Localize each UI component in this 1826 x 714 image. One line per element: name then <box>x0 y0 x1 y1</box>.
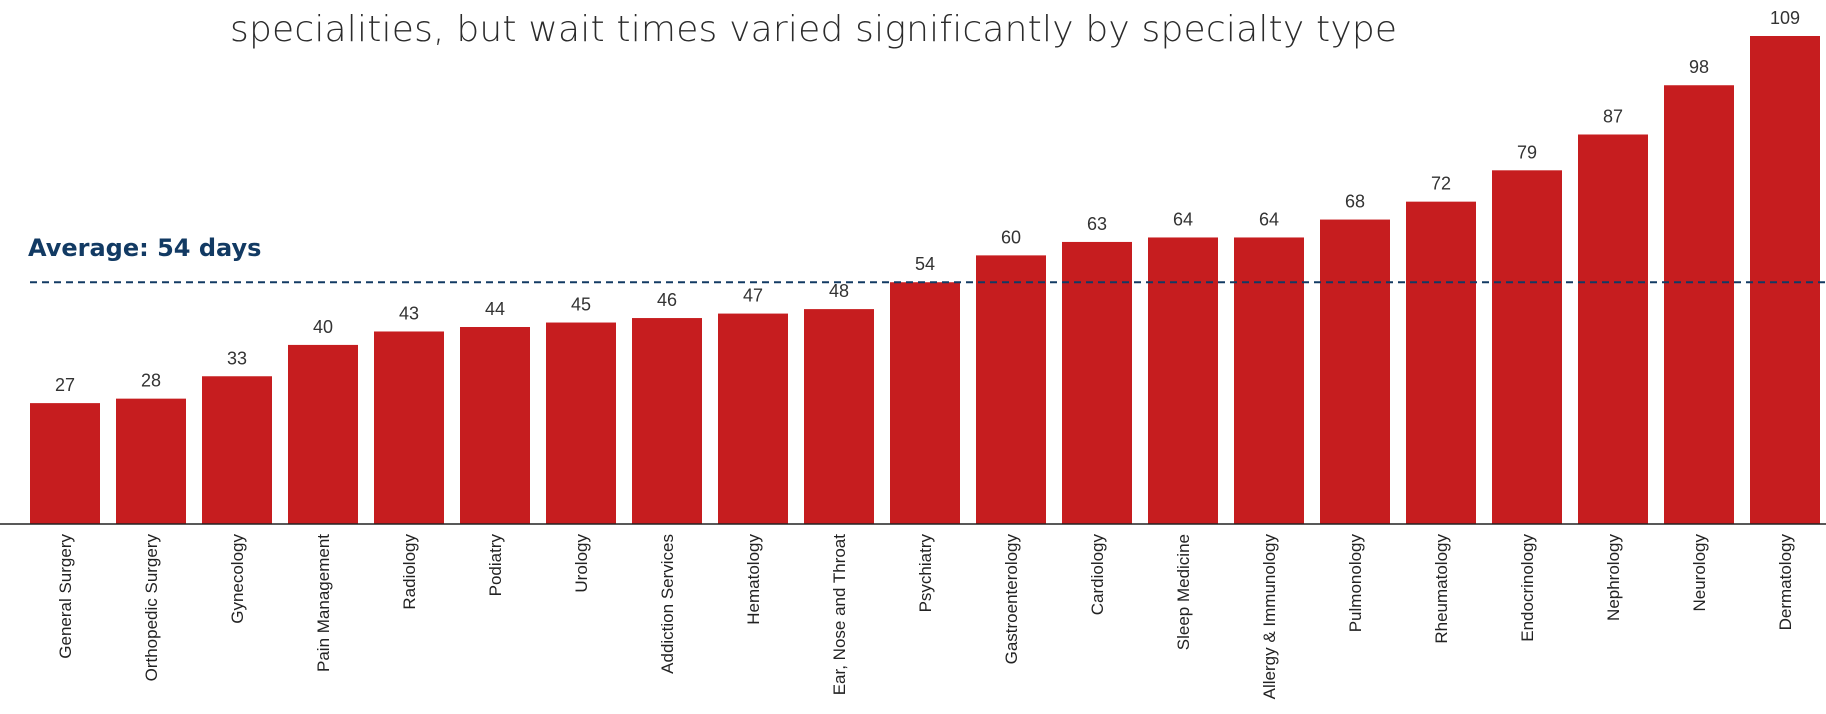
category-tick-label: Gynecology <box>228 534 247 624</box>
bar-value-label: 60 <box>1001 227 1021 247</box>
bar <box>1750 36 1820 524</box>
bar-value-label: 68 <box>1345 192 1365 212</box>
bar <box>632 318 702 524</box>
bar <box>1578 134 1648 524</box>
category-tick-label: Neurology <box>1690 534 1709 612</box>
bar-value-label: 109 <box>1770 8 1800 28</box>
bar-value-label: 33 <box>227 348 247 368</box>
category-tick-label: Ear, Nose and Throat <box>830 534 849 696</box>
bar <box>976 255 1046 524</box>
category-tick-label: Radiology <box>400 534 419 610</box>
bar <box>546 323 616 524</box>
bar <box>804 309 874 524</box>
category-tick-label: Gastroenterology <box>1002 534 1021 665</box>
category-tick-label: Podiatry <box>486 534 505 597</box>
bar-value-label: 79 <box>1517 142 1537 162</box>
category-tick-label: Rheumatology <box>1432 534 1451 644</box>
category-tick-label: Urology <box>572 534 591 593</box>
category-tick-label: Allergy & Immunology <box>1260 534 1279 700</box>
bar-value-label: 47 <box>743 286 763 306</box>
category-tick-label: Hematology <box>744 534 763 625</box>
bar <box>460 327 530 524</box>
bar-value-label: 40 <box>313 317 333 337</box>
category-tick-label: Cardiology <box>1088 534 1107 616</box>
bar-value-label: 45 <box>571 295 591 315</box>
bar-value-label: 46 <box>657 290 677 310</box>
bar-value-label: 64 <box>1173 209 1193 229</box>
bar-value-label: 27 <box>55 375 75 395</box>
bar <box>1492 170 1562 524</box>
bars-layer <box>30 36 1820 524</box>
bar <box>1320 220 1390 524</box>
bar-value-label: 72 <box>1431 174 1451 194</box>
bar-value-label: 63 <box>1087 214 1107 234</box>
bar <box>202 376 272 524</box>
category-tick-label: Dermatology <box>1776 534 1795 631</box>
bar-value-label: 44 <box>485 299 505 319</box>
average-label: Average: 54 days <box>28 234 261 262</box>
bar-value-label: 98 <box>1689 57 1709 77</box>
category-tick-label: Sleep Medicine <box>1174 534 1193 650</box>
bar <box>1234 237 1304 524</box>
bar <box>116 399 186 524</box>
category-tick-label: Psychiatry <box>916 534 935 613</box>
bar <box>1664 85 1734 524</box>
bar-value-label: 54 <box>915 254 935 274</box>
bar-value-label: 28 <box>141 371 161 391</box>
bar <box>1148 237 1218 524</box>
category-tick-label: Endocrinology <box>1518 534 1537 642</box>
category-tick-label: Nephrology <box>1604 534 1623 621</box>
bar-value-label: 87 <box>1603 106 1623 126</box>
category-tick-label: Pulmonology <box>1346 534 1365 633</box>
category-tick-label: Pain Management <box>314 534 333 672</box>
bar-value-label: 64 <box>1259 209 1279 229</box>
bar <box>1406 202 1476 524</box>
bar <box>30 403 100 524</box>
bar <box>718 314 788 524</box>
bar <box>288 345 358 524</box>
bar-value-label: 48 <box>829 281 849 301</box>
bar <box>890 282 960 524</box>
category-tick-label: Addiction Services <box>658 534 677 674</box>
bar <box>1062 242 1132 524</box>
tick-labels-layer: General Surgery Orthopedic Surgery Gynecol… <box>56 534 1795 700</box>
bar <box>374 331 444 524</box>
category-tick-label: Orthopedic Surgery <box>142 534 161 682</box>
bar-value-label: 43 <box>399 303 419 323</box>
category-tick-label: General Surgery <box>56 534 75 659</box>
